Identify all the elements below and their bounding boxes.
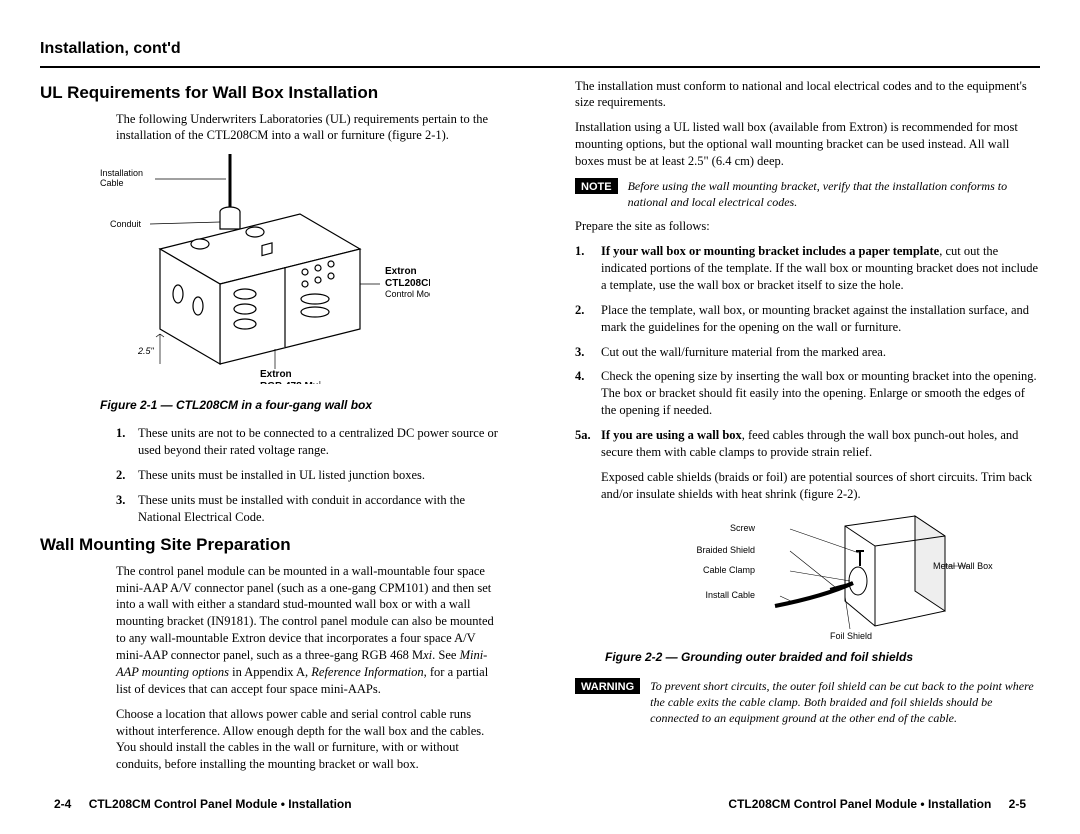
ul-requirements-list: 1.These units are not to be connected to…: [40, 425, 505, 525]
warning-badge: WARNING: [575, 678, 640, 694]
fig2-label-install: Install Cable: [705, 590, 755, 600]
two-column-layout: UL Requirements for Wall Box Installatio…: [40, 78, 1040, 782]
figure-2-1-svg: InstallationCable Conduit Extron CTL208C…: [100, 154, 430, 384]
footer-right: CTL208CM Control Panel Module • Installa…: [728, 796, 1040, 812]
step-5a: 5a.If you are using a wall box, feed cab…: [575, 427, 1040, 461]
fig1-label-extron2: Extron: [260, 369, 292, 380]
step-2: 2.Place the template, wall box, or mount…: [575, 302, 1040, 336]
wall-paragraph-2: Choose a location that allows power cabl…: [116, 706, 505, 774]
fig1-label-cm: Control Module: [385, 289, 430, 299]
fig2-label-clamp: Cable Clamp: [703, 565, 755, 575]
page-footer: 2-4 CTL208CM Control Panel Module • Inst…: [40, 796, 1040, 812]
prepare-intro: Prepare the site as follows:: [575, 218, 1040, 235]
step-4: 4.Check the opening size by inserting th…: [575, 368, 1040, 419]
fig2-label-foil: Foil Shield: [830, 631, 872, 641]
figure-2-1-caption: Figure 2-1 — CTL208CM in a four-gang wal…: [40, 397, 505, 413]
right-intro-1: The installation must conform to nationa…: [575, 78, 1040, 112]
ul-intro-paragraph: The following Underwriters Laboratories …: [116, 111, 505, 145]
figure-2-1: InstallationCable Conduit Extron CTL208C…: [40, 154, 505, 389]
fig1-label-conduit: Conduit: [110, 219, 142, 229]
left-column: UL Requirements for Wall Box Installatio…: [40, 78, 505, 782]
heading-ul-requirements: UL Requirements for Wall Box Installatio…: [40, 82, 505, 105]
note-block: NOTE Before using the wall mounting brac…: [575, 178, 1040, 210]
right-column: The installation must conform to nationa…: [575, 78, 1040, 782]
footer-right-text: CTL208CM Control Panel Module • Installa…: [728, 797, 991, 811]
section-header: Installation, cont'd: [40, 38, 1040, 60]
fig2-label-screw: Screw: [730, 523, 756, 533]
fig1-label-install-cable: InstallationCable: [100, 168, 143, 188]
preparation-steps: 1.If your wall box or mounting bracket i…: [575, 243, 1040, 461]
ul-req-3: 3.These units must be installed with con…: [116, 492, 505, 526]
footer-left: 2-4 CTL208CM Control Panel Module • Inst…: [40, 796, 352, 812]
fig1-label-extron1: Extron: [385, 266, 417, 277]
figure-2-2: Screw Braided Shield Cable Clamp Install…: [575, 511, 1040, 646]
fig1-label-ctl: CTL208CM: [385, 278, 430, 289]
heading-wall-mounting: Wall Mounting Site Preparation: [40, 534, 505, 557]
step-1: 1.If your wall box or mounting bracket i…: [575, 243, 1040, 294]
fig1-label-depth: 2.5": [137, 346, 155, 356]
figure-2-2-caption: Figure 2-2 — Grounding outer braided and…: [575, 649, 1040, 665]
footer-right-pagenum: 2-5: [1009, 797, 1026, 811]
note-text: Before using the wall mounting bracket, …: [628, 178, 1040, 210]
ul-req-1: 1.These units are not to be connected to…: [116, 425, 505, 459]
step-3: 3.Cut out the wall/furniture material fr…: [575, 344, 1040, 361]
exposed-shields-paragraph: Exposed cable shields (braids or foil) a…: [575, 469, 1040, 503]
warning-block: WARNING To prevent short circuits, the o…: [575, 678, 1040, 727]
wall-paragraph-1: The control panel module can be mounted …: [116, 563, 505, 698]
figure-2-2-svg: Screw Braided Shield Cable Clamp Install…: [635, 511, 995, 641]
footer-left-text: CTL208CM Control Panel Module • Installa…: [89, 797, 352, 811]
fig2-label-braided: Braided Shield: [696, 545, 755, 555]
note-badge: NOTE: [575, 178, 618, 194]
header-rule: [40, 66, 1040, 68]
fig1-label-rgb: RGB 478 Mxi: [260, 381, 321, 384]
warning-text: To prevent short circuits, the outer foi…: [650, 678, 1040, 727]
footer-left-pagenum: 2-4: [54, 797, 71, 811]
right-intro-2: Installation using a UL listed wall box …: [575, 119, 1040, 170]
fig2-label-wallbox: Metal Wall Box: [933, 561, 993, 571]
ul-req-2: 2.These units must be installed in UL li…: [116, 467, 505, 484]
